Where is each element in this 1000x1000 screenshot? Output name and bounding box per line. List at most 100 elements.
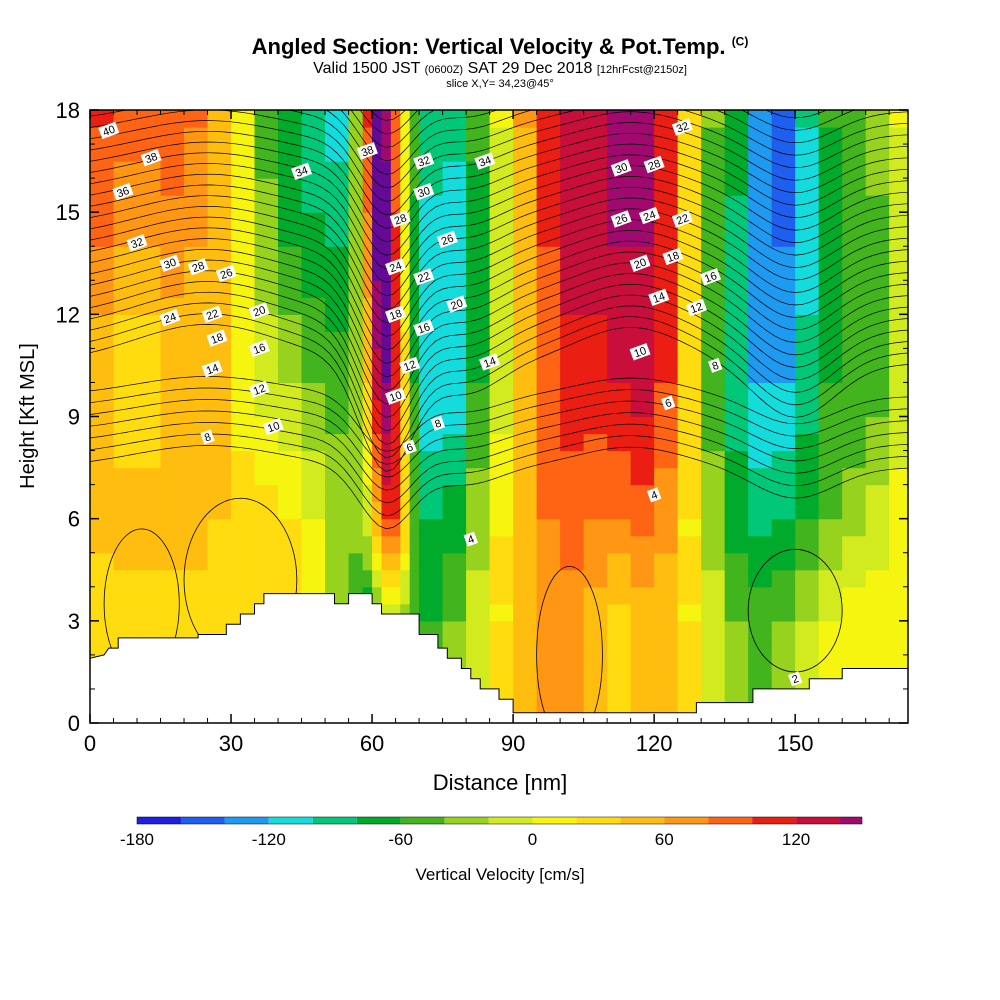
- velocity-cell: [390, 535, 401, 554]
- velocity-cell: [372, 212, 383, 230]
- velocity-cell: [231, 263, 256, 281]
- contour-label-box: [446, 295, 468, 313]
- velocity-cell: [372, 229, 383, 247]
- velocity-cell: [724, 348, 749, 367]
- velocity-cell: [630, 603, 655, 622]
- velocity-cell: [372, 467, 383, 486]
- velocity-cell: [160, 280, 185, 298]
- contour-label: 38: [360, 144, 376, 159]
- velocity-cell: [818, 297, 843, 315]
- velocity-cell: [630, 178, 655, 196]
- velocity-cell: [795, 467, 820, 486]
- velocity-cell: [390, 501, 401, 520]
- velocity-cell: [231, 433, 256, 452]
- velocity-cell: [372, 365, 383, 384]
- velocity-cell: [442, 110, 467, 128]
- theta-contour-line: [90, 259, 908, 391]
- velocity-cell: [654, 450, 679, 469]
- velocity-cell: [560, 314, 585, 332]
- velocity-cell: [795, 144, 820, 162]
- velocity-cell: [419, 552, 444, 571]
- contour-label: 38: [144, 151, 160, 166]
- velocity-cell: [160, 348, 185, 367]
- velocity-cell: [184, 365, 209, 384]
- velocity-cell: [409, 161, 420, 179]
- velocity-cell: [724, 229, 749, 247]
- colorbar-swatch: [488, 817, 533, 824]
- velocity-cell: [607, 178, 632, 196]
- velocity-cell: [442, 518, 467, 537]
- velocity-cell: [301, 535, 326, 554]
- contour-label-box: [399, 356, 421, 375]
- velocity-cell: [137, 297, 162, 315]
- velocity-cell: [113, 569, 138, 588]
- velocity-cell: [390, 603, 401, 622]
- velocity-cell: [748, 314, 773, 332]
- velocity-cell: [400, 603, 411, 622]
- velocity-cell: [818, 518, 843, 537]
- contour-label-box: [671, 210, 693, 228]
- velocity-cell: [381, 331, 392, 349]
- velocity-cell: [630, 467, 655, 486]
- velocity-cell: [90, 569, 115, 588]
- velocity-cell: [160, 144, 185, 162]
- velocity-cell: [701, 586, 726, 605]
- velocity-cell: [818, 416, 843, 435]
- velocity-cell: [442, 450, 467, 469]
- velocity-cell: [607, 467, 632, 486]
- velocity-cell: [348, 161, 364, 179]
- velocity-cell: [254, 501, 279, 520]
- theta-contour-line: [340, 110, 856, 162]
- velocity-cell: [489, 620, 514, 639]
- velocity-cell: [381, 484, 392, 503]
- velocity-cell: [583, 637, 608, 656]
- velocity-cell: [362, 450, 373, 469]
- velocity-cell: [607, 433, 632, 452]
- velocity-cell: [489, 603, 514, 622]
- velocity-cell: [207, 569, 232, 588]
- theta-contour-line: [90, 163, 908, 270]
- velocity-cell: [771, 586, 796, 605]
- y-tick-label: 9: [68, 405, 80, 430]
- velocity-cell: [536, 246, 561, 264]
- velocity-cell: [400, 144, 411, 162]
- velocity-cell: [231, 314, 256, 332]
- velocity-cell: [560, 348, 585, 367]
- contour-label-box: [385, 257, 407, 276]
- velocity-cell: [231, 569, 256, 588]
- velocity-cell: [254, 161, 279, 179]
- velocity-cell: [583, 178, 608, 196]
- velocity-cell: [724, 382, 749, 401]
- velocity-cell: [137, 535, 162, 554]
- velocity-cell: [372, 127, 383, 145]
- velocity-cell: [466, 416, 491, 435]
- velocity-cell: [466, 399, 491, 418]
- velocity-cell: [390, 314, 401, 332]
- velocity-cell: [419, 484, 444, 503]
- velocity-cell: [466, 246, 491, 264]
- velocity-cell: [536, 127, 561, 145]
- velocity-cell: [207, 586, 232, 605]
- velocity-cell: [113, 484, 138, 503]
- contour-label: 30: [416, 185, 432, 200]
- velocity-cell: [842, 433, 867, 452]
- velocity-cell: [160, 229, 185, 247]
- velocity-cell: [748, 569, 773, 588]
- velocity-cell: [348, 552, 364, 571]
- velocity-cell: [795, 552, 820, 571]
- y-tick-label: 6: [68, 507, 80, 532]
- velocity-cell: [536, 620, 561, 639]
- velocity-cell: [362, 518, 373, 537]
- velocity-cell: [724, 280, 749, 298]
- velocity-cell: [536, 263, 561, 281]
- velocity-cell: [677, 229, 702, 247]
- velocity-cell: [607, 348, 632, 367]
- velocity-cell: [301, 382, 326, 401]
- velocity-cell: [795, 382, 820, 401]
- velocity-cell: [362, 501, 373, 520]
- velocity-cell: [160, 569, 185, 588]
- velocity-cell: [160, 603, 185, 622]
- colorbar-frame: [136, 816, 863, 825]
- velocity-cell: [442, 280, 467, 298]
- velocity-cell: [654, 416, 679, 435]
